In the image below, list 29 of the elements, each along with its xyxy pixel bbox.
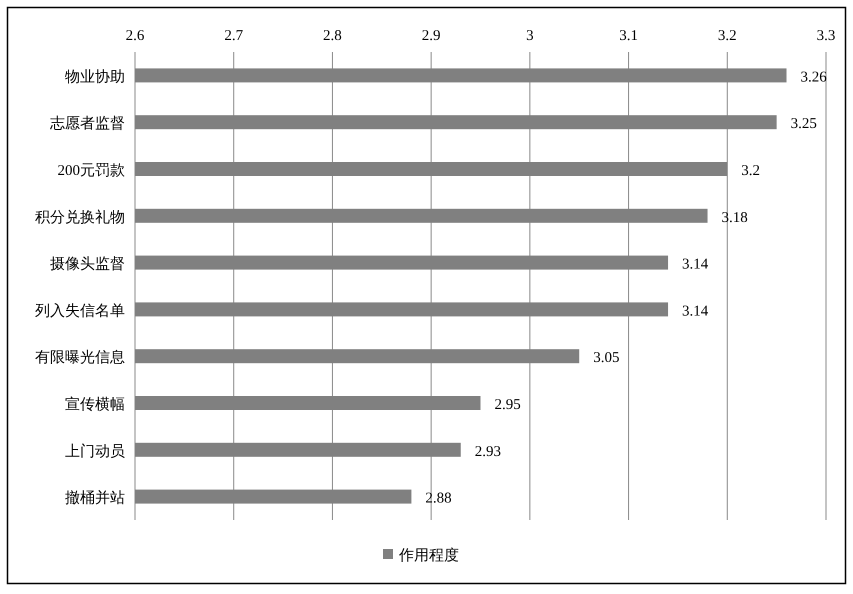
y-tick-label: 上门动员 <box>65 442 125 460</box>
y-tick-label: 摄像头监督 <box>50 256 125 273</box>
x-tick-label: 3.2 <box>718 28 737 44</box>
x-tick-label: 2.8 <box>323 28 342 44</box>
legend-label: 作用程度 <box>398 547 459 564</box>
x-tick-label: 2.6 <box>126 28 145 44</box>
x-tick-label: 3.3 <box>816 28 836 44</box>
y-tick-label: 有限曝光信息 <box>35 349 125 366</box>
y-tick-label: 物业协助 <box>65 68 125 86</box>
y-tick-label: 宣传横幅 <box>65 396 125 413</box>
data-label: 2.88 <box>425 490 452 507</box>
y-tick-label: 列入失信名单 <box>35 302 125 320</box>
x-tick-label: 2.7 <box>224 28 244 44</box>
data-label: 2.95 <box>494 397 521 413</box>
data-label: 3.26 <box>800 69 828 86</box>
x-tick-label: 2.9 <box>422 28 441 44</box>
data-label: 3.25 <box>790 116 817 132</box>
data-label: 3.18 <box>722 210 748 226</box>
data-label: 3.14 <box>682 256 709 273</box>
data-label: 3.14 <box>682 303 709 320</box>
y-tick-label: 积分兑换礼物 <box>35 208 125 226</box>
data-label: 2.93 <box>474 444 502 460</box>
y-tick-label: 志愿者监督 <box>50 115 125 132</box>
x-tick-label: 3.1 <box>619 28 638 44</box>
x-tick-label: 3 <box>526 28 534 44</box>
y-tick-label: 撤桶并站 <box>65 490 125 507</box>
y-tick-label: 200元罚款 <box>58 163 125 179</box>
data-label: 3.2 <box>741 163 760 179</box>
data-label: 3.05 <box>593 350 620 366</box>
